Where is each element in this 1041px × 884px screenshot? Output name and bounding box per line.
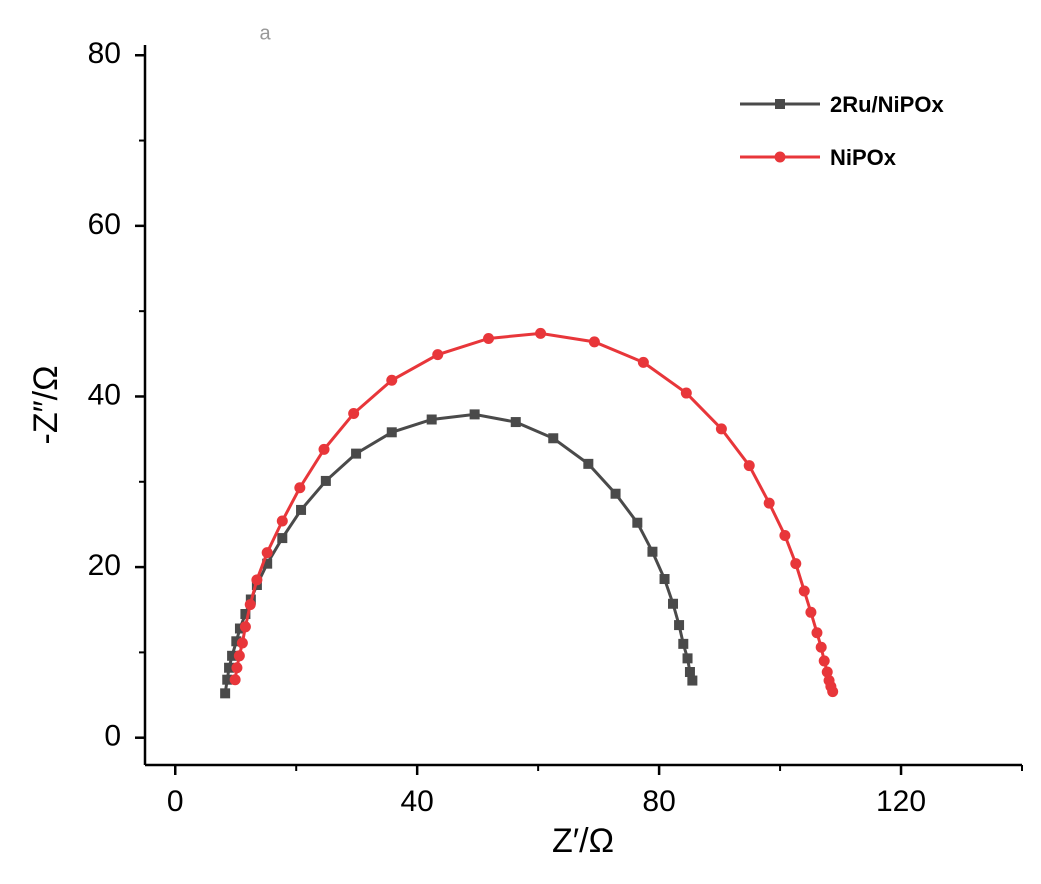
legend-label: NiPOx [830,145,897,170]
data-point [294,482,306,494]
y-tick-label: 80 [88,37,121,70]
data-point [743,460,755,472]
data-point [234,623,245,634]
legend-marker [774,151,786,163]
data-point [659,574,670,585]
data-point [469,409,480,420]
data-point [684,667,695,678]
data-point [588,336,600,348]
data-point [318,443,330,455]
annotation: a [259,22,271,44]
legend-marker [775,99,785,109]
x-tick-label: 0 [167,785,184,818]
data-point [647,546,658,557]
data-point [510,417,521,428]
data-point [610,488,621,499]
series-line [233,331,835,693]
data-point [320,475,331,486]
data-point [231,636,242,647]
y-tick-label: 0 [104,720,121,753]
data-point [351,448,362,459]
y-tick-label: 60 [88,208,121,241]
data-point [678,638,689,649]
data-point [227,650,238,661]
data-point [262,558,273,569]
data-point [386,374,398,386]
data-point [233,650,245,662]
data-point [798,585,810,597]
y-axis-label: -Z″/Ω [27,366,65,445]
data-point [680,387,692,399]
legend-label: 2Ru/NiPOx [830,92,944,117]
y-tick-label: 40 [88,378,121,411]
data-point [818,655,830,667]
data-point [426,414,437,425]
data-point [251,574,263,586]
data-point [244,599,256,611]
data-point [240,609,251,620]
data-point [239,621,251,633]
x-tick-label: 80 [642,785,675,818]
data-point [222,674,233,685]
data-point [220,688,231,699]
data-point [535,327,547,339]
x-tick-label: 40 [400,785,433,818]
data-point [687,675,698,686]
data-point [277,533,288,544]
data-point [276,515,288,527]
data-point [229,674,241,686]
data-point [827,686,839,698]
data-point [715,423,727,435]
data-point [548,433,559,444]
y-tick-label: 20 [88,549,121,582]
data-point [790,558,802,570]
data-point [348,408,360,420]
data-point [386,427,397,438]
data-point [682,653,693,664]
data-point [261,547,273,559]
data-point [483,332,495,344]
data-point [668,598,679,609]
data-point [805,606,817,618]
data-point [583,458,594,469]
data-point [236,637,248,649]
data-point [637,356,649,368]
data-point [821,666,833,678]
data-point [763,497,775,509]
data-point [815,641,827,653]
data-point [231,662,243,674]
series-line [223,412,694,694]
data-point [779,530,791,542]
x-tick-label: 120 [876,785,926,818]
data-point [674,620,685,631]
data-point [224,662,235,673]
data-point [632,517,643,528]
x-axis-label: Z′/Ω [552,822,614,860]
data-point [432,349,444,361]
data-point [811,627,823,639]
data-point [296,504,307,515]
